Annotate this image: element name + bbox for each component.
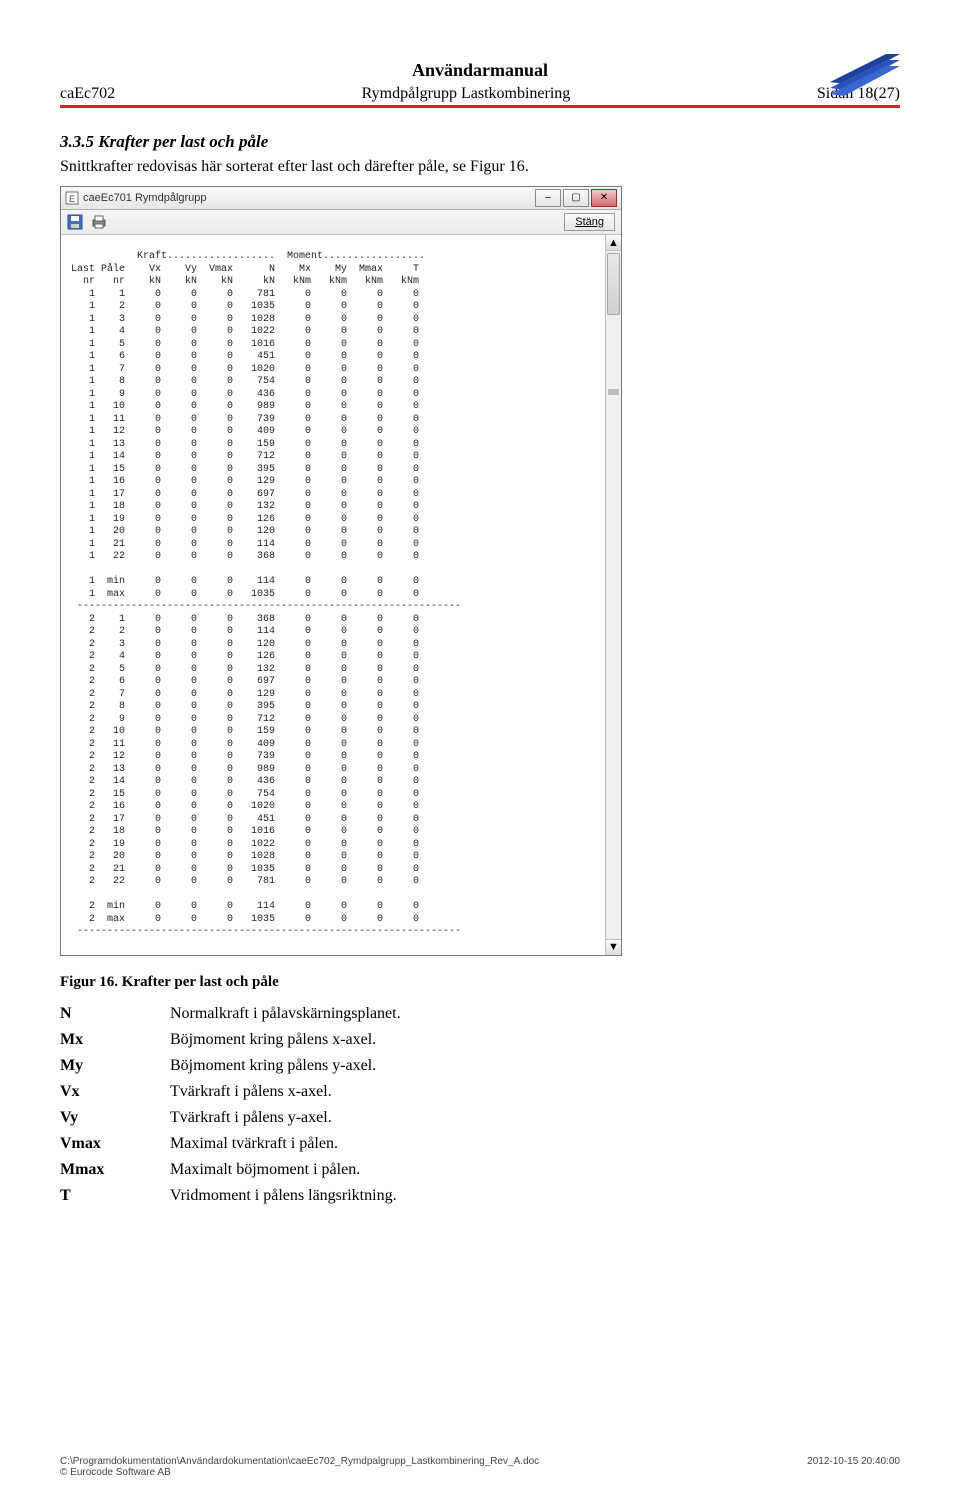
footer-path: C:\Programdokumentation\Användardokument… <box>60 1456 539 1467</box>
definition-row: VxTvärkraft i pålens x-axel. <box>60 1079 401 1105</box>
vertical-scrollbar[interactable]: ▲ ▼ <box>605 235 621 955</box>
output-text: Kraft.................. Moment..........… <box>61 245 605 945</box>
page: Användarmanual caEc702 Rymdpålgrupp Last… <box>0 0 960 1504</box>
definition-desc: Böjmoment kring pålens y-axel. <box>170 1053 401 1079</box>
minimize-icon: – <box>545 193 551 203</box>
definition-row: VyTvärkraft i pålens y-axel. <box>60 1105 401 1131</box>
definition-row: MyBöjmoment kring pålens y-axel. <box>60 1053 401 1079</box>
definition-term: Mx <box>60 1027 170 1053</box>
footer-copyright: © Eurocode Software AB <box>60 1467 539 1478</box>
save-icon[interactable] <box>67 214 83 230</box>
page-header: Användarmanual caEc702 Rymdpålgrupp Last… <box>60 60 900 108</box>
doc-title: Användarmanual <box>60 60 900 81</box>
definition-row: NNormalkraft i pålavskärningsplanet. <box>60 1001 401 1027</box>
definitions-table: NNormalkraft i pålavskärningsplanet.MxBö… <box>60 1001 401 1209</box>
definition-term: N <box>60 1001 170 1027</box>
definition-desc: Tvärkraft i pålens y-axel. <box>170 1105 401 1131</box>
definition-row: MmaxMaximalt böjmoment i pålen. <box>60 1157 401 1183</box>
definition-term: My <box>60 1053 170 1079</box>
window-title: caeEc701 Rymdpålgrupp <box>83 192 535 204</box>
page-footer: C:\Programdokumentation\Användardokument… <box>60 1456 900 1478</box>
figure-caption: Figur 16. Krafter per last och påle <box>60 974 900 991</box>
close-window-button[interactable]: Stäng <box>564 213 615 231</box>
toolbar: Stäng <box>61 210 621 235</box>
section-heading: 3.3.5 Krafter per last och påle <box>60 132 900 152</box>
definition-desc: Vridmoment i pålens längsriktning. <box>170 1183 401 1209</box>
scroll-thumb[interactable] <box>607 253 620 315</box>
window-body: Kraft.................. Moment..........… <box>61 235 621 955</box>
definition-desc: Maximal tvärkraft i pålen. <box>170 1131 401 1157</box>
svg-text:E: E <box>69 194 75 204</box>
close-icon: ✕ <box>600 193 608 203</box>
doc-code: caEc702 <box>60 85 115 103</box>
app-window: E caeEc701 Rymdpålgrupp – ▢ ✕ Stäng Kraf… <box>60 186 622 956</box>
definition-desc: Normalkraft i pålavskärningsplanet. <box>170 1001 401 1027</box>
definition-row: MxBöjmoment kring pålens x-axel. <box>60 1027 401 1053</box>
print-icon[interactable] <box>91 214 107 230</box>
doc-subtitle: Rymdpålgrupp Lastkombinering <box>362 85 571 103</box>
chevron-up-icon: ▲ <box>608 237 619 249</box>
close-button[interactable]: ✕ <box>591 189 617 207</box>
definition-term: Vx <box>60 1079 170 1105</box>
definition-desc: Tvärkraft i pålens x-axel. <box>170 1079 401 1105</box>
maximize-button[interactable]: ▢ <box>563 189 589 207</box>
definition-row: TVridmoment i pålens längsriktning. <box>60 1183 401 1209</box>
definition-term: Vmax <box>60 1131 170 1157</box>
definition-term: Vy <box>60 1105 170 1131</box>
definition-row: VmaxMaximal tvärkraft i pålen. <box>60 1131 401 1157</box>
section-intro: Snittkrafter redovisas här sorterat efte… <box>60 158 900 176</box>
chevron-down-icon: ▼ <box>608 941 619 953</box>
footer-timestamp: 2012-10-15 20:40:00 <box>807 1456 900 1478</box>
scroll-up-button[interactable]: ▲ <box>606 235 621 251</box>
scroll-track[interactable] <box>606 251 621 939</box>
definition-term: T <box>60 1183 170 1209</box>
minimize-button[interactable]: – <box>535 189 561 207</box>
maximize-icon: ▢ <box>571 193 580 203</box>
definition-desc: Maximalt böjmoment i pålen. <box>170 1157 401 1183</box>
definition-term: Mmax <box>60 1157 170 1183</box>
definition-desc: Böjmoment kring pålens x-axel. <box>170 1027 401 1053</box>
app-icon: E <box>65 191 79 205</box>
scroll-down-button[interactable]: ▼ <box>606 939 621 955</box>
scroll-mark <box>608 389 619 395</box>
titlebar: E caeEc701 Rymdpålgrupp – ▢ ✕ <box>61 187 621 210</box>
brand-logo <box>830 50 900 101</box>
